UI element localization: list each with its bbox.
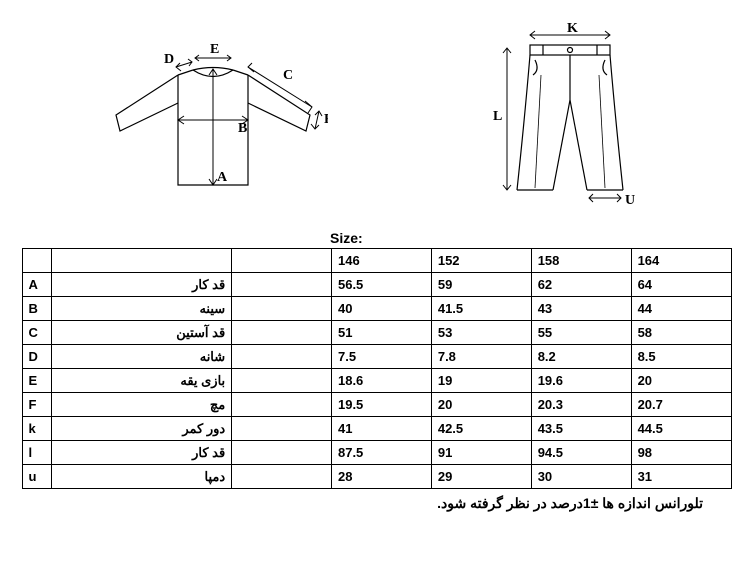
dimension-value: 42.5 xyxy=(431,417,531,441)
table-header-size: 152 xyxy=(431,249,531,273)
pants-diagram: K L U xyxy=(485,20,655,210)
table-header-size: 146 xyxy=(331,249,431,273)
dimension-blank xyxy=(232,321,332,345)
dimension-blank xyxy=(232,297,332,321)
dimension-blank xyxy=(232,465,332,489)
dimension-name: بازی یقه xyxy=(52,369,232,393)
dimension-value: 28 xyxy=(331,465,431,489)
dimension-name: دمپا xyxy=(52,465,232,489)
dimension-name: مچ xyxy=(52,393,232,417)
dimension-value: 41.5 xyxy=(431,297,531,321)
tolerance-note: تلورانس اندازه ها ±1درصد در نظر گرفته شو… xyxy=(20,495,703,512)
dimension-value: 87.5 xyxy=(331,441,431,465)
dimension-value: 62 xyxy=(531,273,631,297)
dimension-letter: E xyxy=(22,369,52,393)
table-row: Cقد آستین 51535558 xyxy=(22,321,731,345)
dimension-name: دور کمر xyxy=(52,417,232,441)
dimension-value: 53 xyxy=(431,321,531,345)
dimension-blank xyxy=(232,393,332,417)
dimension-name: قد کار xyxy=(52,273,232,297)
dimension-value: 41 xyxy=(331,417,431,441)
shirt-label-c: C xyxy=(283,68,293,83)
dimension-name: قد کار xyxy=(52,441,232,465)
dimension-value: 7.8 xyxy=(431,345,531,369)
dimension-value: 56.5 xyxy=(331,273,431,297)
table-row: Fمچ 19.52020.320.7 xyxy=(22,393,731,417)
dimension-value: 98 xyxy=(631,441,731,465)
dimension-value: 30 xyxy=(531,465,631,489)
dimension-letter: B xyxy=(22,297,52,321)
dimension-value: 51 xyxy=(331,321,431,345)
size-heading: Size: xyxy=(330,230,733,246)
shirt-label-d: D xyxy=(164,52,174,67)
dimension-letter: l xyxy=(22,441,52,465)
dimension-blank xyxy=(232,369,332,393)
table-row: kدور کمر 4142.543.544.5 xyxy=(22,417,731,441)
dimension-letter: C xyxy=(22,321,52,345)
pants-label-k: K xyxy=(567,21,578,36)
dimension-value: 8.5 xyxy=(631,345,731,369)
dimension-value: 31 xyxy=(631,465,731,489)
dimension-value: 44.5 xyxy=(631,417,731,441)
dimension-value: 18.6 xyxy=(331,369,431,393)
dimension-value: 20 xyxy=(431,393,531,417)
dimension-letter: F xyxy=(22,393,52,417)
dimension-value: 64 xyxy=(631,273,731,297)
dimension-blank xyxy=(232,441,332,465)
dimension-name: شانه xyxy=(52,345,232,369)
dimension-value: 19.6 xyxy=(531,369,631,393)
diagram-row: A B C D E F xyxy=(20,20,733,210)
table-header-blank xyxy=(22,249,52,273)
table-row: Eبازی یقه 18.61919.620 xyxy=(22,369,731,393)
dimension-letter: D xyxy=(22,345,52,369)
table-row: lقد کار 87.59194.598 xyxy=(22,441,731,465)
shirt-diagram: A B C D E F xyxy=(98,25,328,205)
dimension-value: 43.5 xyxy=(531,417,631,441)
size-table: 146152158164Aقد کار56.5596264Bسینه4041.5… xyxy=(22,248,732,489)
pants-label-l: L xyxy=(493,109,502,124)
dimension-value: 40 xyxy=(331,297,431,321)
table-row: Bسینه 4041.54344 xyxy=(22,297,731,321)
table-header-blank xyxy=(52,249,232,273)
dimension-value: 19.5 xyxy=(331,393,431,417)
dimension-value: 8.2 xyxy=(531,345,631,369)
table-header-blank xyxy=(232,249,332,273)
dimension-blank xyxy=(232,345,332,369)
shirt-label-e: E xyxy=(210,42,219,57)
dimension-value: 43 xyxy=(531,297,631,321)
dimension-blank xyxy=(232,417,332,441)
table-header-size: 164 xyxy=(631,249,731,273)
table-header-size: 158 xyxy=(531,249,631,273)
dimension-letter: A xyxy=(22,273,52,297)
dimension-value: 29 xyxy=(431,465,531,489)
table-row: Aقد کار 56.5596264 xyxy=(22,273,731,297)
dimension-value: 44 xyxy=(631,297,731,321)
dimension-value: 55 xyxy=(531,321,631,345)
dimension-value: 19 xyxy=(431,369,531,393)
shirt-label-f: F xyxy=(324,112,328,127)
dimension-value: 94.5 xyxy=(531,441,631,465)
dimension-letter: u xyxy=(22,465,52,489)
table-row: Dشانه 7.57.88.28.5 xyxy=(22,345,731,369)
dimension-value: 20.3 xyxy=(531,393,631,417)
dimension-blank xyxy=(232,273,332,297)
shirt-label-b: B xyxy=(238,121,247,136)
dimension-value: 20.7 xyxy=(631,393,731,417)
dimension-letter: k xyxy=(22,417,52,441)
dimension-name: سینه xyxy=(52,297,232,321)
shirt-label-a: A xyxy=(217,170,228,185)
dimension-value: 59 xyxy=(431,273,531,297)
table-header-row: 146152158164 xyxy=(22,249,731,273)
pants-label-u: U xyxy=(625,193,635,208)
table-row: uدمپا 28293031 xyxy=(22,465,731,489)
dimension-name: قد آستین xyxy=(52,321,232,345)
dimension-value: 91 xyxy=(431,441,531,465)
dimension-value: 20 xyxy=(631,369,731,393)
dimension-value: 7.5 xyxy=(331,345,431,369)
dimension-value: 58 xyxy=(631,321,731,345)
